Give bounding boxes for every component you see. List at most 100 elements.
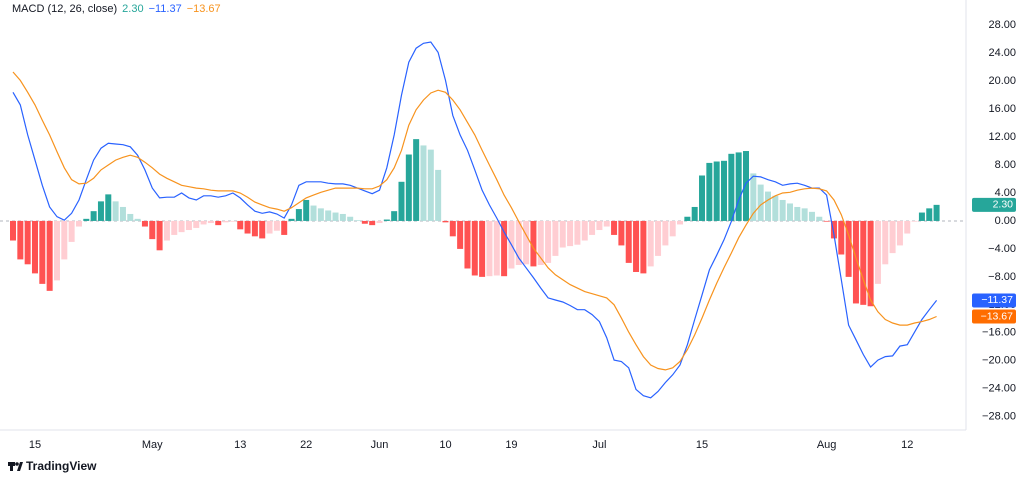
histogram-bar xyxy=(310,205,317,221)
histogram-bar xyxy=(918,212,925,221)
histogram-bar xyxy=(684,216,691,221)
x-tick-label: 13 xyxy=(234,439,246,451)
histogram-bar xyxy=(911,220,918,222)
histogram-bar xyxy=(691,206,698,221)
price-badge-label: −13.67 xyxy=(981,310,1014,322)
y-tick-label: 12.00 xyxy=(988,131,1016,143)
histogram-bar xyxy=(611,220,618,235)
histogram-bar xyxy=(347,216,354,221)
histogram-bar xyxy=(926,208,933,221)
legend-value: −11.37 xyxy=(148,3,182,15)
histogram-bar xyxy=(860,220,867,305)
price-badge-label: 2.30 xyxy=(993,199,1014,211)
histogram-bar xyxy=(786,203,793,221)
histogram-bar xyxy=(207,220,214,224)
x-tick-label: Jun xyxy=(371,439,389,451)
price-badge xyxy=(972,309,1016,324)
histogram-bar xyxy=(163,220,170,241)
legend-title: MACD (12, 26, close) xyxy=(12,3,118,15)
histogram-bar xyxy=(728,153,735,221)
y-tick-label: 16.00 xyxy=(988,103,1016,115)
histogram-bar xyxy=(398,181,405,221)
histogram-bar xyxy=(39,220,46,284)
histogram-bar xyxy=(369,220,376,226)
histogram-bar xyxy=(332,212,339,221)
histogram-bar xyxy=(640,220,647,274)
histogram-bar xyxy=(105,194,112,221)
histogram-bar xyxy=(618,220,625,246)
histogram-bar xyxy=(215,220,222,226)
y-tick-label: 8.00 xyxy=(995,159,1016,171)
histogram-bar xyxy=(281,220,288,235)
histogram-bar xyxy=(713,161,720,221)
x-tick-label: Aug xyxy=(817,439,837,451)
histogram-bar xyxy=(882,220,889,265)
histogram-bar xyxy=(757,184,764,221)
histogram-bar xyxy=(743,151,749,221)
brand: TradingView xyxy=(26,459,97,473)
histogram-bar xyxy=(735,152,742,221)
histogram-bar xyxy=(801,208,808,221)
histogram-bar xyxy=(68,220,75,242)
histogram-bar xyxy=(112,201,119,221)
histogram-bar xyxy=(750,173,757,221)
histogram-bar xyxy=(647,220,654,267)
histogram-bar xyxy=(288,218,295,221)
x-tick-label: May xyxy=(142,439,163,451)
histogram-bar xyxy=(574,220,581,245)
histogram-bar xyxy=(435,169,442,221)
histogram-bar xyxy=(273,220,280,231)
histogram-bar xyxy=(24,220,31,265)
legend: MACD (12, 26, close) 2.30 −11.37 −13.67 xyxy=(12,3,221,15)
histogram-bar xyxy=(10,220,16,241)
y-tick-label: 4.00 xyxy=(995,187,1016,199)
histogram-bar xyxy=(200,220,207,225)
histogram-bar xyxy=(75,220,82,227)
histogram-bar xyxy=(530,220,537,267)
histogram-bar xyxy=(501,220,508,277)
histogram-bar xyxy=(596,220,603,231)
histogram-bar xyxy=(625,220,632,263)
histogram-bar xyxy=(471,220,478,276)
histogram-bar xyxy=(523,220,530,265)
histogram-bar xyxy=(874,220,881,284)
histogram-bar xyxy=(251,220,258,237)
histogram-bar xyxy=(46,220,53,291)
histogram-bar xyxy=(413,139,420,221)
histogram-bar xyxy=(581,220,588,241)
histogram-bar xyxy=(405,154,412,221)
histogram-bar xyxy=(361,220,368,224)
y-tick-label: 0.00 xyxy=(995,215,1016,227)
price-badge-label: −11.37 xyxy=(981,294,1013,306)
y-tick-label: 28.00 xyxy=(988,19,1016,31)
histogram-bar xyxy=(772,195,779,221)
histogram-bar xyxy=(904,220,911,234)
histogram-bar xyxy=(552,220,559,256)
histogram-bar xyxy=(515,220,522,265)
histogram-bar xyxy=(816,216,823,221)
histogram-bar xyxy=(185,220,192,231)
histogram-bar xyxy=(259,220,266,239)
histogram-bar xyxy=(127,213,134,221)
x-tick-label: 10 xyxy=(439,439,451,451)
histogram-bar xyxy=(427,149,434,221)
brand-logo xyxy=(8,462,23,471)
y-tick-label: 20.00 xyxy=(988,75,1016,87)
histogram-bar xyxy=(589,220,596,235)
histogram-bar xyxy=(721,160,728,221)
histogram-bar xyxy=(830,220,837,239)
x-tick-label: Jul xyxy=(592,439,606,451)
histogram-bar xyxy=(845,220,852,277)
legend-value: 2.30 xyxy=(122,3,144,15)
histogram-bar xyxy=(149,220,156,240)
histogram-bar xyxy=(339,213,346,221)
histogram-bar xyxy=(83,218,90,221)
histogram-bar xyxy=(376,220,383,224)
x-tick-label: 22 xyxy=(300,439,312,451)
histogram-bar xyxy=(354,220,361,221)
histogram-bar xyxy=(391,211,398,221)
line xyxy=(12,71,937,371)
histogram-bar xyxy=(449,220,456,237)
